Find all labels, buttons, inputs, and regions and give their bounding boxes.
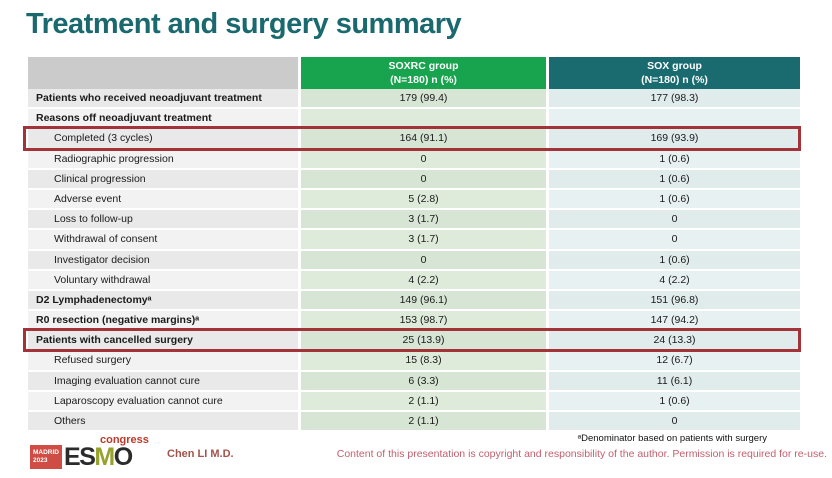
sox-value: 177 (98.3) bbox=[546, 89, 800, 110]
sox-value: 0 bbox=[546, 210, 800, 231]
soxrc-value bbox=[298, 109, 546, 130]
sox-value: 169 (93.9) bbox=[546, 129, 800, 150]
page-title: Treatment and surgery summary bbox=[26, 8, 462, 40]
sox-value: 4 (2.2) bbox=[546, 270, 800, 291]
column-header-soxrc: SOXRC group (N=180) n (%) bbox=[298, 57, 546, 89]
sox-value: 11 (6.1) bbox=[546, 371, 800, 392]
soxrc-group-sublabel: (N=180) n (%) bbox=[390, 74, 457, 86]
row-label: D2 Lymphadenectomyᵃ bbox=[28, 290, 298, 312]
sox-value: 0 bbox=[546, 230, 800, 251]
row-label: Patients with cancelled surgery bbox=[28, 331, 298, 352]
soxrc-value: 0 bbox=[298, 169, 546, 190]
row-label: Clinical progression bbox=[28, 169, 298, 190]
soxrc-value: 3 (1.7) bbox=[298, 210, 546, 231]
table-row: Investigator decision 0 1 (0.6) bbox=[28, 250, 800, 271]
table-body: Patients who received neoadjuvant treatm… bbox=[23, 89, 801, 433]
sox-value: 1 (0.6) bbox=[546, 169, 800, 190]
summary-table: SOXRC group (N=180) n (%) SOX group (N=1… bbox=[23, 57, 801, 433]
table-row: Clinical progression 0 1 (0.6) bbox=[28, 169, 800, 190]
soxrc-value: 5 (2.8) bbox=[298, 189, 546, 211]
esmo-letter-o: O bbox=[113, 443, 133, 471]
row-label: Voluntary withdrawal bbox=[28, 270, 298, 291]
row-label: Loss to follow-up bbox=[28, 210, 298, 231]
madrid-2023-badge: MADRID 2023 bbox=[30, 445, 62, 469]
table-header-row: SOXRC group (N=180) n (%) SOX group (N=1… bbox=[28, 57, 800, 89]
sox-value: 24 (13.3) bbox=[546, 331, 800, 352]
logo-row: MADRID 2023 ESMO bbox=[30, 443, 133, 471]
esmo-congress-logo: congress MADRID 2023 ESMO bbox=[30, 434, 160, 472]
table-row: Refused surgery 15 (8.3) 12 (6.7) bbox=[28, 351, 800, 372]
row-label: Reasons off neoadjuvant treatment bbox=[28, 109, 298, 130]
table-row: Voluntary withdrawal 4 (2.2) 4 (2.2) bbox=[28, 270, 800, 291]
soxrc-group-label: SOXRC group bbox=[388, 59, 459, 72]
table-row: Reasons off neoadjuvant treatment bbox=[28, 109, 800, 130]
sox-value: 1 (0.6) bbox=[546, 149, 800, 170]
soxrc-value: 149 (96.1) bbox=[298, 290, 546, 312]
soxrc-value: 2 (1.1) bbox=[298, 391, 546, 412]
row-label: R0 resection (negative margins)ᵃ bbox=[28, 311, 298, 332]
table-row: Completed (3 cycles) 164 (91.1) 169 (93.9) bbox=[23, 126, 801, 151]
sox-value: 147 (94.2) bbox=[546, 311, 800, 332]
column-header-empty bbox=[28, 57, 298, 89]
table-row: Imaging evaluation cannot cure 6 (3.3) 11 … bbox=[28, 371, 800, 392]
row-label: Laparoscopy evaluation cannot cure bbox=[28, 391, 298, 412]
esmo-letter-s: S bbox=[79, 443, 96, 471]
copyright-notice: Content of this presentation is copyrigh… bbox=[336, 448, 827, 460]
sox-group-label: SOX group bbox=[647, 59, 702, 72]
sox-value: 1 (0.6) bbox=[546, 391, 800, 412]
table-row: Loss to follow-up 3 (1.7) 0 bbox=[28, 210, 800, 231]
row-label: Adverse event bbox=[28, 189, 298, 211]
soxrc-value: 4 (2.2) bbox=[298, 270, 546, 291]
column-header-sox: SOX group (N=180) n (%) bbox=[546, 57, 800, 89]
soxrc-value: 6 (3.3) bbox=[298, 371, 546, 392]
table-row: Patients who received neoadjuvant treatm… bbox=[28, 89, 800, 110]
soxrc-value: 153 (98.7) bbox=[298, 311, 546, 332]
sox-group-sublabel: (N=180) n (%) bbox=[641, 74, 708, 86]
soxrc-value: 0 bbox=[298, 149, 546, 170]
row-label: Refused surgery bbox=[28, 351, 298, 372]
soxrc-value: 2 (1.1) bbox=[298, 412, 546, 433]
sox-value: 1 (0.6) bbox=[546, 250, 800, 271]
row-label: Investigator decision bbox=[28, 250, 298, 271]
esmo-letter-m: M bbox=[94, 443, 115, 471]
table-row: Laparoscopy evaluation cannot cure 2 (1.1… bbox=[28, 391, 800, 412]
row-label: Radiographic progression bbox=[28, 149, 298, 170]
table-row: Patients with cancelled surgery 25 (13.9)… bbox=[23, 328, 801, 353]
esmo-wordmark: ESMO bbox=[64, 443, 133, 471]
row-label: Others bbox=[28, 412, 298, 433]
table-row: Radiographic progression 0 1 (0.6) bbox=[28, 149, 800, 170]
table-row: Withdrawal of consent 3 (1.7) 0 bbox=[28, 230, 800, 251]
table-row: R0 resection (negative margins)ᵃ 153 (98.… bbox=[28, 311, 800, 332]
sox-value: 0 bbox=[546, 412, 800, 433]
sox-value: 12 (6.7) bbox=[546, 351, 800, 372]
table-row: D2 Lymphadenectomyᵃ 149 (96.1) 151 (96.8) bbox=[28, 290, 800, 312]
presenter-name: Chen LI M.D. bbox=[167, 448, 234, 460]
sox-value: 151 (96.8) bbox=[546, 290, 800, 312]
soxrc-value: 0 bbox=[298, 250, 546, 271]
congress-label: congress bbox=[100, 434, 149, 446]
sox-value bbox=[546, 109, 800, 130]
sox-value: 1 (0.6) bbox=[546, 189, 800, 211]
table-row: Adverse event 5 (2.8) 1 (0.6) bbox=[28, 189, 800, 211]
denominator-footnote: ᵃDenominator based on patients with surg… bbox=[577, 433, 767, 444]
row-label: Completed (3 cycles) bbox=[28, 129, 298, 150]
logo-city: MADRID bbox=[33, 448, 59, 456]
row-label: Imaging evaluation cannot cure bbox=[28, 371, 298, 392]
soxrc-value: 15 (8.3) bbox=[298, 351, 546, 372]
soxrc-value: 3 (1.7) bbox=[298, 230, 546, 251]
table-row: Others 2 (1.1) 0 bbox=[28, 412, 800, 433]
row-label: Patients who received neoadjuvant treatm… bbox=[28, 89, 298, 110]
soxrc-value: 164 (91.1) bbox=[298, 129, 546, 150]
soxrc-value: 25 (13.9) bbox=[298, 331, 546, 352]
logo-year: 2023 bbox=[33, 457, 48, 464]
soxrc-value: 179 (99.4) bbox=[298, 89, 546, 110]
esmo-letter-e: E bbox=[64, 443, 81, 471]
row-label: Withdrawal of consent bbox=[28, 230, 298, 251]
